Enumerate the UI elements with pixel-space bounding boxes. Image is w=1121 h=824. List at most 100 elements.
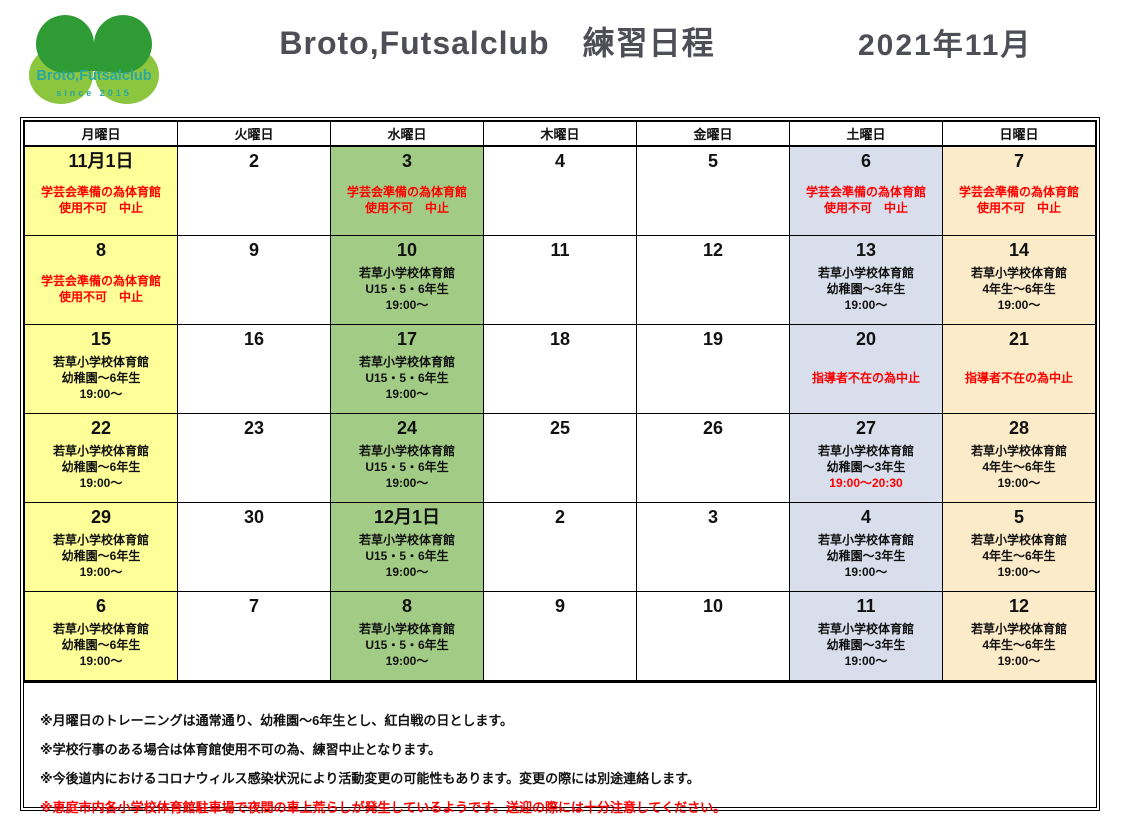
calendar-cell: 11: [483, 234, 637, 325]
cell-detail-line: U15・5・6年生: [365, 638, 449, 653]
cell-detail-line: 4年生～6年生: [982, 549, 1056, 564]
cell-detail-line: 幼稚園～6年生: [61, 371, 141, 386]
cell-date: 12: [702, 239, 724, 260]
cell-date: 12: [1008, 595, 1030, 616]
cell-date: 26: [702, 417, 724, 438]
cell-detail-line: 19:00～: [997, 654, 1041, 669]
cell-detail-line: 19:00～: [385, 476, 429, 491]
cell-date: 4: [554, 150, 565, 171]
calendar-cell: 5: [636, 145, 790, 236]
weekday-header-row: 月曜日 火曜日 水曜日 木曜日 金曜日 土曜日 日曜日: [24, 121, 1096, 147]
cell-detail-line: U15・5・6年生: [365, 549, 449, 564]
cell-detail-line: 幼稚園～3年生: [826, 460, 906, 475]
calendar-cell: 28 若草小学校体育館 4年生～6年生 19:00～: [942, 412, 1096, 503]
calendar-cell: 15 若草小学校体育館 幼稚園～6年生 19:00～: [24, 323, 178, 414]
cell-detail-line: 19:00～: [997, 298, 1041, 313]
calendar-cell: 19: [636, 323, 790, 414]
note-line: ※恵庭市内各小学校体育館駐車場で夜間の車上荒らしが発生しているようです。送迎の際…: [40, 799, 727, 815]
cell-detail-line: 19:00～: [79, 654, 123, 669]
calendar-cell: 10: [636, 590, 790, 681]
cell-date: 3: [707, 506, 718, 527]
calendar-cell: 6 若草小学校体育館 幼稚園～6年生 19:00～: [24, 590, 178, 681]
cell-date: 14: [1008, 239, 1030, 260]
cell-date: 13: [855, 239, 877, 260]
weekday-header: 木曜日: [483, 121, 637, 147]
cell-date: 17: [396, 328, 418, 349]
cell-detail-line: 19:00～: [844, 654, 888, 669]
cell-detail-line: 若草小学校体育館: [358, 355, 455, 370]
cell-detail-line: 4年生～6年生: [982, 460, 1056, 475]
cell-detail-line: 若草小学校体育館: [817, 266, 914, 281]
cell-date: 21: [1008, 328, 1030, 349]
calendar-cell: 3: [636, 501, 790, 592]
cell-date: 4: [860, 506, 871, 527]
notes-section: ※月曜日のトレーニングは通常通り、幼稚園～6年生とし、紅白戦の日とします。 ※学校…: [24, 680, 1096, 815]
cell-date: 24: [396, 417, 418, 438]
cell-detail-line: 若草小学校体育館: [52, 622, 149, 637]
cell-detail-line: 若草小学校体育館: [970, 622, 1067, 637]
calendar-cell: 6 学芸会準備の為体育館 使用不可 中止: [789, 145, 943, 236]
calendar-table: 月曜日 火曜日 水曜日 木曜日 金曜日 土曜日 日曜日 11月1日 学芸会準備の為体育館 使用不…: [24, 121, 1096, 681]
cell-detail-line: 若草小学校体育館: [358, 533, 455, 548]
calendar-cell: 29 若草小学校体育館 幼稚園～6年生 19:00～: [24, 501, 178, 592]
cell-detail-line: 19:00～: [79, 387, 123, 402]
cell-detail-line: 若草小学校体育館: [52, 444, 149, 459]
calendar-cell: 8 若草小学校体育館 U15・5・6年生 19:00～: [330, 590, 484, 681]
cell-date: 6: [860, 150, 871, 171]
calendar-week-row: 11月1日 学芸会準備の為体育館 使用不可 中止 2 3 学芸会準備の為体育館 使用不可 中…: [24, 145, 1096, 236]
cell-date: 6: [95, 595, 106, 616]
cell-date: 11: [856, 595, 876, 616]
calendar-cell: 4 若草小学校体育館 幼稚園～3年生 19:00～: [789, 501, 943, 592]
calendar-week-row: 29 若草小学校体育館 幼稚園～6年生 19:00～ 30 12月1日 若草小学校体育館 U1…: [24, 501, 1096, 592]
weekday-header: 日曜日: [942, 121, 1096, 147]
calendar-cell: 4: [483, 145, 637, 236]
page-title: Broto,Futsalclub 練習日程: [279, 25, 715, 61]
calendar-cell: 11月1日 学芸会準備の為体育館 使用不可 中止: [24, 145, 178, 236]
cell-detail-line: 19:00～: [385, 387, 429, 402]
cell-detail-line: U15・5・6年生: [365, 282, 449, 297]
cell-date: 5: [707, 150, 718, 171]
cell-detail-line: 19:00～: [844, 565, 888, 580]
cell-date: 29: [90, 506, 112, 527]
calendar-cell: 23: [177, 412, 331, 503]
cell-detail-line: 学芸会準備の為体育館: [40, 274, 161, 289]
cell-detail-line: 若草小学校体育館: [52, 533, 149, 548]
calendar-week-row: 8 学芸会準備の為体育館 使用不可 中止 9 10 若草小学校体育館 U15・5・6年生 19…: [24, 234, 1096, 325]
cell-detail-line: U15・5・6年生: [365, 460, 449, 475]
weekday-header: 水曜日: [330, 121, 484, 147]
weekday-header: 月曜日: [24, 121, 178, 147]
cell-detail-line: 19:00～: [997, 476, 1041, 491]
cell-detail-line: 幼稚園～6年生: [61, 638, 141, 653]
cell-detail-line: 若草小学校体育館: [52, 355, 149, 370]
calendar-cell: 12月1日 若草小学校体育館 U15・5・6年生 19:00～: [330, 501, 484, 592]
cell-detail-line: 若草小学校体育館: [358, 622, 455, 637]
cell-date: 12月1日: [373, 506, 441, 527]
note-line: ※学校行事のある場合は体育館使用不可の為、練習中止となります。: [40, 741, 441, 757]
cell-detail-line: 若草小学校体育館: [817, 444, 914, 459]
cell-date: 10: [702, 595, 724, 616]
calendar-cell: 7 学芸会準備の為体育館 使用不可 中止: [942, 145, 1096, 236]
cell-detail-line: 19:00～: [79, 476, 123, 491]
cell-date: 20: [855, 328, 877, 349]
calendar-cell: 27 若草小学校体育館 幼稚園～3年生 19:00～20:30: [789, 412, 943, 503]
cell-date: 8: [401, 595, 412, 616]
logo-since-label: since 2015: [56, 88, 132, 98]
cell-detail-line: 若草小学校体育館: [970, 444, 1067, 459]
calendar-cell: 3 学芸会準備の為体育館 使用不可 中止: [330, 145, 484, 236]
cell-date: 23: [243, 417, 265, 438]
calendar-week-row: 22 若草小学校体育館 幼稚園～6年生 19:00～ 23 24 若草小学校体育館 U15・5…: [24, 412, 1096, 503]
cell-date: 19: [702, 328, 724, 349]
note-line: ※今後道内におけるコロナウィルス感染状況により活動変更の可能性もあります。変更の…: [40, 770, 700, 786]
cell-detail-line: 幼稚園～3年生: [826, 282, 906, 297]
calendar-cell: 30: [177, 501, 331, 592]
cell-date: 2: [248, 150, 259, 171]
cell-date: 25: [549, 417, 571, 438]
calendar-cell: 13 若草小学校体育館 幼稚園～3年生 19:00～: [789, 234, 943, 325]
cell-detail-line: 幼稚園～6年生: [61, 460, 141, 475]
cell-detail-line: 指導者不在の為中止: [811, 371, 920, 386]
cell-detail-line: 学芸会準備の為体育館: [346, 185, 467, 200]
calendar-cell: 24 若草小学校体育館 U15・5・6年生 19:00～: [330, 412, 484, 503]
cell-detail-line: 19:00～: [385, 298, 429, 313]
calendar-cell: 7: [177, 590, 331, 681]
